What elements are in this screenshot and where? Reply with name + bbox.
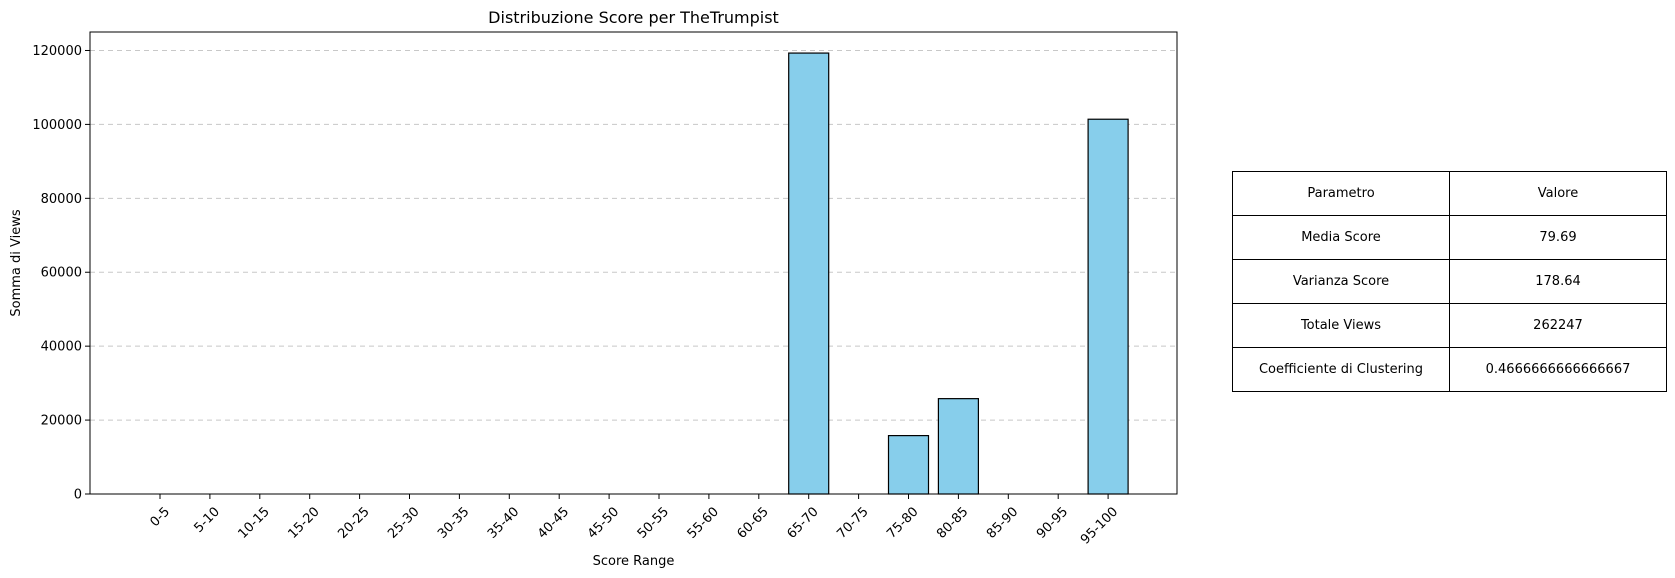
y-axis-label: Somma di Views xyxy=(9,209,24,316)
x-tick-label: 35-40 xyxy=(485,504,522,541)
row-param-cell: Totale Views xyxy=(1232,303,1450,348)
x-tick-label: 20-25 xyxy=(335,504,372,541)
x-tick-label: 90-95 xyxy=(1034,504,1071,541)
row-value-cell: 262247 xyxy=(1449,303,1667,348)
bar xyxy=(937,398,980,495)
row-value-cell: 79.69 xyxy=(1449,215,1667,260)
y-tick-label: 120000 xyxy=(32,44,82,59)
row-param-cell: Varianza Score xyxy=(1232,259,1450,304)
table-header-row: Parametro Valore xyxy=(1232,171,1667,216)
x-tick-label: 0-5 xyxy=(147,504,173,530)
y-tick-label: 60000 xyxy=(41,266,82,281)
row-value-cell: 0.4666666666666667 xyxy=(1449,347,1667,392)
x-axis-label: Score Range xyxy=(593,554,675,569)
x-tick-label: 80-85 xyxy=(934,504,971,541)
grid-lines xyxy=(90,49,1177,421)
row-param-cell: Coefficiente di Clustering xyxy=(1232,347,1450,392)
x-tick-label: 60-65 xyxy=(735,504,772,541)
x-axis-ticks: 0-5 5-10 10-15 15-20 20-25 25-30 30-35 35-40 40-… xyxy=(147,494,1121,548)
table-row: Coefficiente di Clustering 0.46666666666… xyxy=(1232,347,1667,392)
x-tick-label: 95-100 xyxy=(1078,504,1121,547)
x-tick-label: 75-80 xyxy=(884,504,921,541)
x-tick-label: 50-55 xyxy=(635,504,672,541)
y-tick-label: 20000 xyxy=(41,414,82,429)
header-param-cell: Parametro xyxy=(1232,171,1450,216)
stats-table: Parametro Valore Media Score 79.69 Varia… xyxy=(1232,171,1667,392)
x-tick-label: 70-75 xyxy=(834,504,871,541)
x-tick-label: 30-35 xyxy=(435,504,472,541)
row-value-cell: 178.64 xyxy=(1449,259,1667,304)
plot-area-frame xyxy=(89,31,1178,495)
table-row: Totale Views 262247 xyxy=(1232,303,1667,348)
bar xyxy=(887,435,930,495)
y-tick-label: 40000 xyxy=(41,340,82,355)
x-tick-label: 55-60 xyxy=(685,504,722,541)
x-tick-label: 85-90 xyxy=(984,504,1021,541)
table-row: Varianza Score 178.64 xyxy=(1232,259,1667,304)
bar xyxy=(788,52,830,495)
row-param-cell: Media Score xyxy=(1232,215,1450,260)
chart-title: Distribuzione Score per TheTrumpist xyxy=(488,8,779,27)
table-row: Media Score 79.69 xyxy=(1232,215,1667,260)
x-tick-label: 15-20 xyxy=(285,504,322,541)
y-axis-ticks: 0 20000 40000 60000 80000 100000 120000 xyxy=(32,44,90,503)
y-tick-label: 100000 xyxy=(32,118,82,133)
x-tick-label: 10-15 xyxy=(236,504,273,541)
y-tick-label: 0 xyxy=(74,488,82,503)
header-value-cell: Valore xyxy=(1449,171,1667,216)
y-tick-label: 80000 xyxy=(41,192,82,207)
x-tick-label: 5-10 xyxy=(191,504,222,535)
x-tick-label: 45-50 xyxy=(585,504,622,541)
x-tick-label: 25-30 xyxy=(385,504,422,541)
x-tick-label: 40-45 xyxy=(535,504,572,541)
bar xyxy=(1087,118,1129,495)
bars xyxy=(788,52,1129,495)
x-tick-label: 65-70 xyxy=(784,504,821,541)
